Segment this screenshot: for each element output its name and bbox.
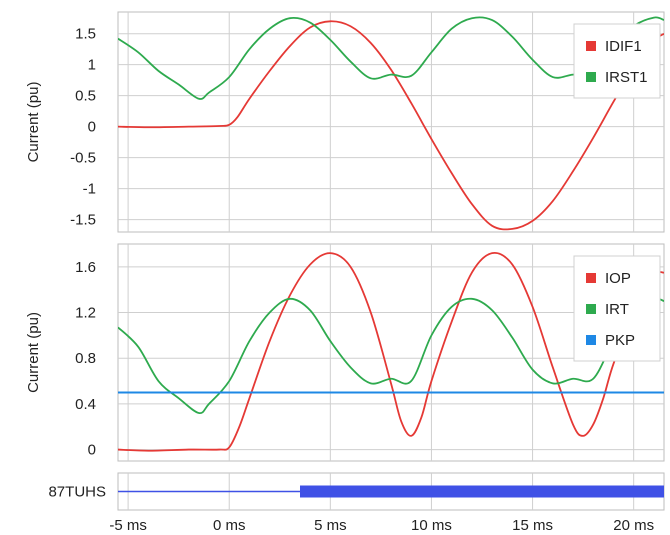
middle-chart: 1.6 1.2 0.8 0.4 0 Current (pu) IOP IRT PKP xyxy=(25,243,665,462)
irst1-legend-label: IRST1 xyxy=(605,69,648,86)
top-plot-frame xyxy=(117,11,665,233)
top-ytick-label: -1 xyxy=(83,181,96,198)
pkp-legend-label: PKP xyxy=(605,332,635,349)
middle-ytick-label: 1.6 xyxy=(75,259,96,276)
iop-series-line xyxy=(118,251,664,452)
irt-series-line xyxy=(118,297,664,415)
top-ytick-label: 1.5 xyxy=(75,26,96,43)
top-ylabel: Current (pu) xyxy=(25,82,42,163)
middle-ytick-label: 0 xyxy=(88,442,96,459)
middle-legend: IOP IRT PKP xyxy=(573,255,661,362)
xtick-label: -5 ms xyxy=(109,517,147,534)
idif1-legend-swatch xyxy=(586,41,596,51)
idif1-series-line xyxy=(118,20,664,231)
middle-ylabel: Current (pu) xyxy=(25,312,42,393)
middle-ytick-label: 1.2 xyxy=(75,305,96,322)
top-legend: IDIF1 IRST1 xyxy=(573,23,661,99)
xtick-label: 10 ms xyxy=(411,517,452,534)
idif1-legend-label: IDIF1 xyxy=(605,38,642,55)
xtick-label: 20 ms xyxy=(613,517,654,534)
middle-series-group xyxy=(118,251,664,452)
top-chart: 1.5 1 0.5 0 -0.5 -1 -1.5 Current (pu) IDIF1 IRST1 xyxy=(25,11,665,233)
xtick-label: 5 ms xyxy=(314,517,347,534)
bottom-ylabel: 87TUHS xyxy=(48,484,106,501)
top-ytick-label: -0.5 xyxy=(70,150,96,167)
middle-ytick-label: 0.4 xyxy=(75,396,96,413)
irst1-legend-swatch xyxy=(586,72,596,82)
irt-legend-swatch xyxy=(586,304,596,314)
top-legend-box xyxy=(573,23,661,99)
iop-legend-swatch xyxy=(586,273,596,283)
xtick-label: 15 ms xyxy=(512,517,553,534)
top-ytick-label: 0 xyxy=(88,119,96,136)
xtick-label: 0 ms xyxy=(213,517,246,534)
pkp-legend-swatch xyxy=(586,335,596,345)
bottom-chart: 87TUHS-5 ms 0 ms 5 ms 10 ms 15 ms 20 ms xyxy=(48,472,665,534)
87tuhs-asserted-bar xyxy=(300,485,664,498)
bottom-series-group xyxy=(118,485,664,498)
top-ytick-label: -1.5 xyxy=(70,212,96,229)
middle-plot-frame xyxy=(117,243,665,462)
top-ytick-label: 1 xyxy=(88,57,96,74)
top-ytick-label: 0.5 xyxy=(75,88,96,105)
middle-ytick-label: 0.8 xyxy=(75,350,96,367)
iop-legend-label: IOP xyxy=(605,270,631,287)
irt-legend-label: IRT xyxy=(605,301,629,318)
